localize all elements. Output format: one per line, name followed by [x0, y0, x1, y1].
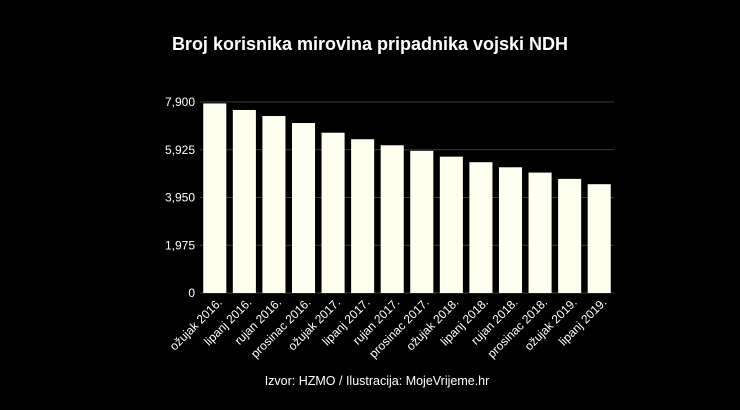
bar [469, 162, 493, 293]
chart-source: Izvor: HZMO / Ilustracija: MojeVrijeme.h… [264, 374, 490, 388]
bar [351, 139, 375, 293]
bar [558, 178, 582, 293]
chart-title: Broj korisnika mirovina pripadnika vojsk… [171, 34, 569, 54]
y-tick-label: 0 [188, 286, 195, 300]
bar [410, 150, 434, 293]
bars [203, 103, 611, 294]
y-tick-label: 1,975 [165, 238, 195, 252]
gridlines [200, 101, 614, 294]
bar [380, 145, 404, 293]
bar [528, 172, 552, 293]
x-axis-ticks: ožujak 2016.lipanj 2016.rujan 2016.prosi… [167, 295, 609, 361]
y-tick-label: 7,900 [165, 95, 195, 109]
y-axis-ticks: 0 1,975 3,950 5,925 7,900 [165, 95, 195, 300]
bar [587, 184, 611, 293]
bar [262, 116, 286, 293]
bar [321, 132, 345, 293]
bar [439, 156, 463, 293]
y-tick-label: 5,925 [165, 143, 195, 157]
y-tick-label: 3,950 [165, 191, 195, 205]
bar [203, 103, 227, 294]
bar [291, 123, 316, 293]
bar [232, 109, 256, 293]
bar [498, 167, 523, 293]
